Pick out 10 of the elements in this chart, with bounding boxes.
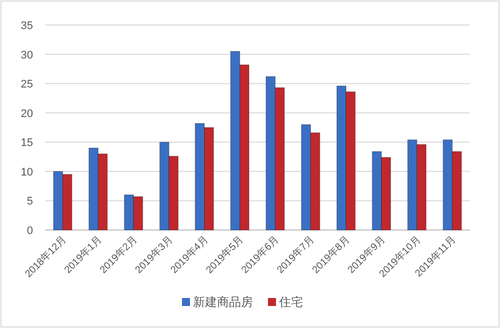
y-tick-label: 10	[20, 166, 33, 178]
y-tick-label: 0	[26, 225, 33, 237]
y-tick-label: 35	[20, 20, 33, 32]
y-tick-label: 20	[20, 108, 33, 120]
legend-label: 住宅	[278, 295, 303, 309]
y-tick-label: 5	[26, 196, 33, 208]
legend-label: 新建商品房	[193, 295, 253, 309]
y-tick-label: 25	[20, 78, 33, 91]
y-tick-label: 30	[20, 49, 33, 62]
y-tick-label: 15	[20, 137, 33, 150]
